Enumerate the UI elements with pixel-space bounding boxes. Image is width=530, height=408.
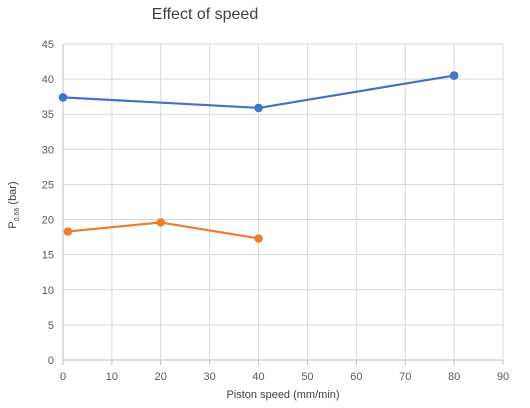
y-tick-label: 35: [42, 109, 54, 121]
y-tick-label: 30: [42, 144, 54, 156]
x-axis-ticks: 0 10 20 30 40 50 60 70 80 90: [60, 371, 509, 383]
x-tick-label: 80: [448, 371, 460, 383]
series-2-point: [156, 218, 166, 227]
y-tick-label: 0: [48, 355, 54, 367]
x-tick-label: 90: [497, 371, 509, 383]
x-tick-label: 70: [399, 371, 411, 383]
x-tick-label: 30: [204, 371, 216, 383]
grid-lines: [62, 43, 504, 365]
data-series: [58, 71, 459, 243]
x-tick-label: 10: [106, 371, 118, 383]
y-axis-ticks: 0 5 10 15 20 25 30 35 40 45: [42, 39, 54, 367]
y-tick-label: 10: [42, 285, 54, 297]
y-tick-label: 40: [42, 74, 54, 86]
x-axis-label: Piston speed (mm/min): [226, 389, 340, 401]
series-1-point: [254, 103, 263, 113]
y-axis-label: P0.66 (bar): [6, 181, 22, 229]
y-tick-label: 25: [42, 179, 54, 191]
y-tick-label: 45: [42, 39, 54, 51]
y-tick-label: 20: [42, 215, 54, 227]
chart-title: Effect of speed: [151, 6, 259, 23]
y-tick-label: 15: [42, 250, 54, 262]
x-tick-label: 40: [252, 371, 264, 383]
y-tick-label: 5: [48, 320, 54, 332]
series-1-point: [449, 71, 459, 80]
series-2-point: [63, 227, 73, 236]
x-tick-label: 50: [301, 371, 313, 383]
x-tick-label: 0: [60, 371, 66, 383]
series-2-point: [254, 234, 263, 243]
x-tick-label: 20: [155, 371, 167, 383]
series-1-point: [58, 93, 68, 102]
x-tick-label: 60: [350, 371, 362, 383]
